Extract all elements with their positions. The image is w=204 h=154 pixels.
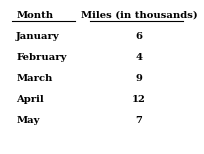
Text: January: January <box>16 32 59 41</box>
Text: 6: 6 <box>135 32 142 41</box>
Text: February: February <box>16 53 66 62</box>
Text: 7: 7 <box>135 116 142 125</box>
Text: May: May <box>16 116 39 125</box>
Text: 9: 9 <box>135 74 142 83</box>
Text: 4: 4 <box>135 53 142 62</box>
Text: March: March <box>16 74 52 83</box>
Text: Miles (in thousands): Miles (in thousands) <box>80 10 196 20</box>
Text: April: April <box>16 95 44 104</box>
Text: Month: Month <box>16 10 53 20</box>
Text: 12: 12 <box>132 95 145 104</box>
